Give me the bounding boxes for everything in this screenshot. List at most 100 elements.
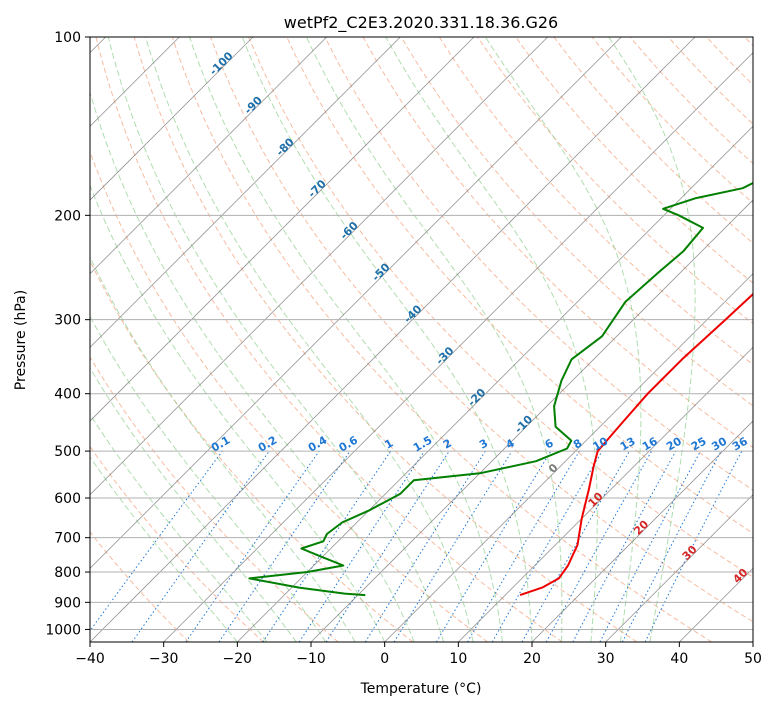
y-tick-label: 700 <box>54 531 81 547</box>
y-tick-label: 800 <box>54 565 81 581</box>
pressure-grid <box>90 37 753 630</box>
x-tick-label: 20 <box>523 651 541 667</box>
y-tick-label: 500 <box>54 444 81 460</box>
isotherm <box>90 37 622 569</box>
x-tick-label: −10 <box>296 651 326 667</box>
x-axis-ticks: −40 −30 −20 −10 0 10 20 30 40 50 <box>75 642 762 667</box>
y-tick-label: 100 <box>54 30 81 46</box>
moist-adiabat <box>90 184 386 642</box>
dewpoint-line <box>248 181 753 597</box>
dry-adiabat <box>90 445 264 642</box>
mixing-ratio-line <box>521 450 630 642</box>
mixing-ratio-label: 4 <box>504 436 517 451</box>
moist-adiabat <box>90 456 238 642</box>
isotherm <box>90 37 401 348</box>
dry-adiabat <box>744 37 753 47</box>
y-tick-label: 600 <box>54 491 81 507</box>
mixing-ratio-line <box>435 450 552 642</box>
x-tick-label: 0 <box>380 651 389 667</box>
temperature-line <box>519 292 753 597</box>
x-tick-label: 30 <box>597 651 615 667</box>
profile-lines <box>248 181 753 597</box>
plot-frame <box>89 36 754 643</box>
isotherm <box>90 37 254 201</box>
dry-adiabat <box>95 37 563 642</box>
x-tick-label: −20 <box>223 651 253 667</box>
isotherm <box>531 420 753 642</box>
mixing-ratio-line <box>298 450 425 642</box>
isotherm-label: -10 <box>512 412 535 435</box>
y-tick-label: 400 <box>54 387 81 403</box>
isotherm <box>90 37 327 275</box>
isotherm <box>752 641 753 642</box>
dry-adiabat <box>515 37 753 284</box>
isotherm-label: -100 <box>207 49 236 78</box>
mixing-ratio-line <box>325 450 450 642</box>
isotherm-label: 30 <box>680 543 700 563</box>
y-tick-label: 300 <box>54 313 81 329</box>
y-axis-ticks: 100 200 300 400 500 600 700 800 900 1000 <box>45 30 90 638</box>
isotherm <box>90 37 548 496</box>
y-tick-label: 1000 <box>45 622 81 638</box>
dry-adiabat <box>90 150 488 642</box>
moist-adiabat <box>305 37 563 642</box>
mixing-ratio-line <box>262 450 392 642</box>
dry-adiabat <box>553 37 753 244</box>
mixing-ratio-line <box>621 450 722 642</box>
mixing-ratio-line <box>599 450 701 642</box>
moist-adiabat <box>385 37 598 642</box>
isotherm <box>163 52 753 642</box>
mixing-ratio-line <box>393 450 513 642</box>
mixing-ratio-line <box>545 450 653 642</box>
x-axis-label: Temperature (°C) <box>360 681 482 697</box>
y-tick-label: 900 <box>54 595 81 611</box>
mixing-ratio-line <box>491 450 603 642</box>
mixing-ratio-line <box>572 450 677 642</box>
mixing-ratio-label: 2 <box>441 437 454 452</box>
dry-adiabat <box>133 37 638 642</box>
x-tick-label: 50 <box>744 651 762 667</box>
isotherm <box>384 273 753 642</box>
moist-adiabat <box>241 37 533 642</box>
dry-adiabat <box>210 37 753 623</box>
moist-adiabat <box>90 255 356 642</box>
isotherm-label: -70 <box>306 177 329 200</box>
moist-adiabat <box>484 37 642 642</box>
dry-adiabat <box>286 37 753 534</box>
isotherm <box>605 494 753 642</box>
dry-adiabat <box>362 37 753 449</box>
mixing-ratio-line <box>218 450 351 642</box>
mixing-ratio-line <box>90 450 223 632</box>
mixing-ratio-line <box>185 450 320 642</box>
isotherm-label: 20 <box>631 517 651 537</box>
mixing-ratio-line <box>467 450 580 642</box>
dry-adiabat <box>171 37 712 642</box>
dry-adiabat <box>438 37 753 365</box>
isotherm <box>90 37 696 642</box>
isotherm-label: -30 <box>433 344 456 367</box>
dry-adiabat <box>706 37 753 86</box>
isotherm-label: -20 <box>465 386 488 409</box>
dry-adiabat <box>90 356 339 642</box>
chart-title: wetPf2_C2E3.2020.331.18.36.G26 <box>284 13 558 33</box>
isotherm-label: -90 <box>242 94 265 117</box>
isotherm <box>237 125 753 642</box>
mixing-ratio-line <box>131 450 270 642</box>
isotherm-label: -60 <box>338 219 361 242</box>
x-tick-label: 10 <box>449 651 467 667</box>
x-tick-label: 40 <box>670 651 688 667</box>
dry-adiabat <box>400 37 753 407</box>
dry-adiabat <box>90 259 414 642</box>
isotherm <box>90 37 475 422</box>
dry-adiabat <box>90 531 190 642</box>
moist-adiabat <box>90 90 415 642</box>
x-tick-label: −30 <box>149 651 179 667</box>
dry-adiabat <box>591 37 753 204</box>
mixing-ratio-label: 1 <box>382 437 395 452</box>
isotherm <box>310 199 753 642</box>
y-tick-label: 200 <box>54 208 81 224</box>
moist-adiabat <box>608 37 696 642</box>
dry-adiabat <box>248 37 753 578</box>
dry-adiabat <box>324 37 753 491</box>
